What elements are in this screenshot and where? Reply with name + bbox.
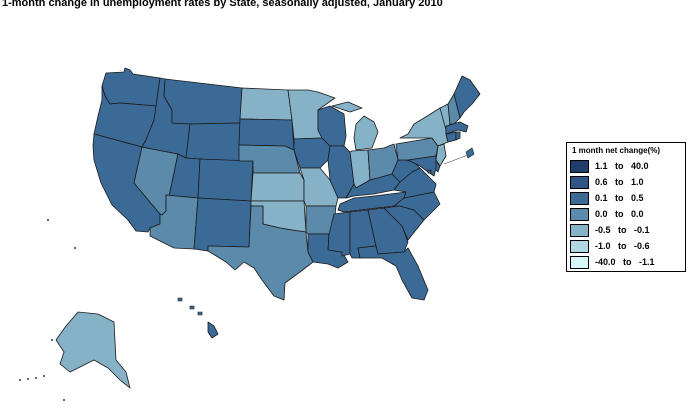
legend-item: -40.0 to -1.1 — [570, 256, 684, 270]
legend-item: -1.0 to -0.6 — [570, 240, 684, 254]
legend-swatch — [570, 256, 589, 269]
aleutian-dot — [47, 219, 49, 221]
legend-label: 1.1 to 40.0 — [595, 161, 649, 171]
state-CO — [197, 158, 254, 202]
state-IA — [293, 137, 331, 169]
legend-item: 1.1 to 40.0 — [570, 160, 684, 174]
island-pointer-line — [443, 154, 469, 165]
state-RI — [455, 131, 461, 141]
state-ME — [453, 75, 481, 119]
legend-label: 0.6 to 1.0 — [595, 177, 644, 187]
state-NJ — [435, 143, 447, 167]
hawaii-islet — [197, 311, 203, 316]
state-CT — [445, 131, 457, 143]
aleutian-dot — [19, 379, 21, 381]
legend-swatch — [570, 176, 589, 189]
legend-item: 0.6 to 1.0 — [570, 176, 684, 190]
map-title: 1-month change in unemployment rates by … — [2, 0, 443, 9]
state-TX — [207, 205, 314, 301]
state-ND — [239, 87, 293, 121]
legend-swatch — [570, 224, 589, 237]
legend-label: -1.0 to -0.6 — [595, 241, 650, 251]
legend-swatch — [570, 160, 589, 173]
marthas-vineyard-island — [465, 147, 475, 159]
state-HI — [207, 321, 219, 339]
legend-swatch — [570, 240, 589, 253]
legend-title: 1 month net change(%) — [572, 146, 661, 155]
legend-item: 0.1 to 0.5 — [570, 192, 684, 206]
state-NH — [447, 93, 461, 125]
legend-swatch — [570, 208, 589, 221]
legend-label: -0.5 to -0.1 — [595, 225, 650, 235]
map-legend: 1 month net change(%) 1.1 to 40.0 0.6 to … — [566, 142, 686, 272]
legend-label: -40.0 to -1.1 — [595, 257, 655, 267]
state-AK — [55, 311, 131, 389]
legend-label: 0.0 to 0.0 — [595, 209, 644, 219]
state-KS — [250, 172, 305, 202]
aleutian-dot — [27, 378, 29, 380]
legend-item: -0.5 to -0.1 — [570, 224, 684, 238]
hawaii-islet — [177, 297, 183, 302]
legend-label: 0.1 to 0.5 — [595, 193, 644, 203]
state-DC — [427, 169, 432, 174]
aleutian-dot — [35, 377, 37, 379]
hawaii-islet — [189, 305, 195, 310]
state-WY — [185, 122, 241, 163]
aleutian-dot — [51, 339, 53, 341]
state-MT — [163, 78, 243, 125]
state-FL — [357, 245, 429, 301]
legend-swatch — [570, 192, 589, 205]
legend-item: 0.0 to 0.0 — [570, 208, 684, 222]
aleutian-dot — [74, 247, 76, 249]
aleutian-dot — [63, 399, 65, 401]
state-NM — [193, 197, 252, 252]
state-MI — [331, 101, 379, 151]
aleutian-dot — [43, 375, 45, 377]
state-WA — [101, 67, 161, 107]
